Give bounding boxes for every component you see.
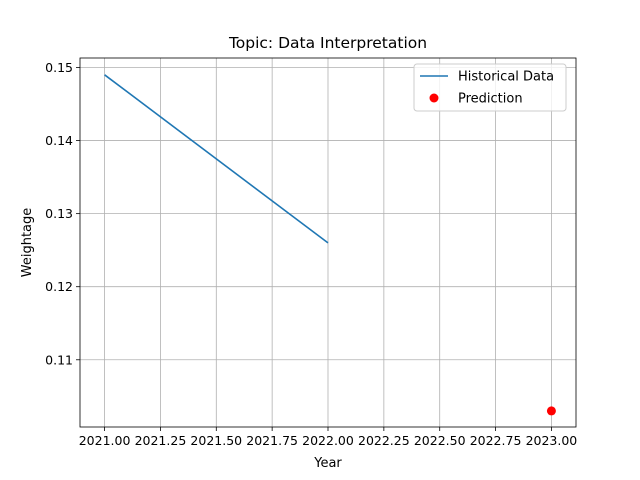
x-tick-label: 2022.75 xyxy=(470,433,522,448)
series-line-historical-data xyxy=(104,74,329,244)
y-tick-label: 0.12 xyxy=(45,279,73,294)
y-tick-label: 0.13 xyxy=(45,206,73,221)
x-tick-label: 2021.50 xyxy=(190,433,242,448)
grid-lines xyxy=(80,58,576,427)
x-axis: 2021.00 2021.25 2021.50 2021.75 2022.00 2022.… xyxy=(79,427,578,448)
x-tick-label: 2021.00 xyxy=(79,433,131,448)
y-tick-label: 0.14 xyxy=(45,133,73,148)
series-layer xyxy=(104,74,556,416)
legend: Historical Data Prediction xyxy=(413,63,567,112)
legend-swatch-dot xyxy=(429,93,439,103)
legend-entry-label: Prediction xyxy=(458,92,523,107)
legend-box xyxy=(413,63,567,112)
y-tick-label: 0.15 xyxy=(45,60,73,75)
y-axis: 0.11 0.12 0.13 0.14 0.15 xyxy=(45,60,80,367)
y-axis-title: Weightage xyxy=(20,208,35,278)
x-tick-label: 2023.00 xyxy=(526,433,578,448)
scatter-point-prediction xyxy=(546,406,556,416)
x-tick-label: 2021.25 xyxy=(135,433,187,448)
x-tick-label: 2022.00 xyxy=(302,433,354,448)
y-tick-label: 0.11 xyxy=(45,352,73,367)
chart-title: Topic: Data Interpretation xyxy=(228,34,427,52)
x-tick-label: 2022.25 xyxy=(358,433,410,448)
legend-entry-label: Historical Data xyxy=(458,70,554,85)
x-axis-title: Year xyxy=(313,456,342,471)
x-tick-label: 2021.75 xyxy=(246,433,298,448)
x-tick-label: 2022.50 xyxy=(414,433,466,448)
